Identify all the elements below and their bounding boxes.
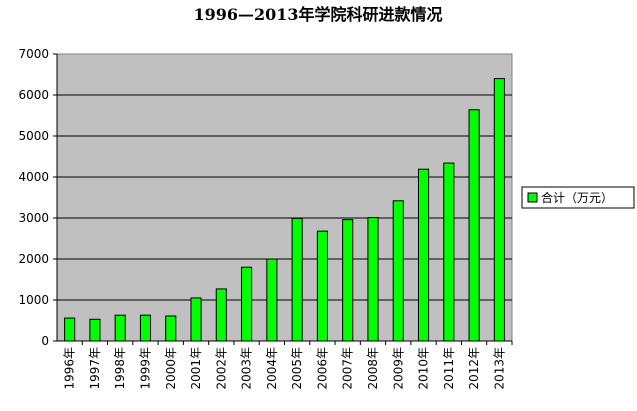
x-tick-label: 2013年 (492, 347, 506, 390)
x-tick-label: 2009年 (391, 347, 405, 390)
x-tick-label: 2002年 (214, 347, 228, 390)
x-tick-label: 2011年 (442, 347, 456, 390)
bar (392, 200, 404, 342)
bar (139, 314, 152, 342)
y-tick-label: 2000 (18, 252, 49, 266)
x-tick-label: 2012年 (467, 347, 481, 390)
y-tick-label: 1000 (18, 293, 49, 307)
x-tick-label: 2008年 (366, 347, 380, 390)
bar (165, 315, 177, 342)
x-tick-label: 2006年 (315, 347, 329, 390)
bar (89, 318, 101, 342)
bar (417, 168, 430, 342)
bar (342, 219, 354, 342)
legend-swatch (527, 192, 538, 203)
chart-title: 1996—2013年学院科研进款情况 (193, 5, 442, 24)
y-tick-label: 6000 (18, 88, 49, 102)
legend-box (521, 186, 635, 209)
x-tick-label: 2004年 (265, 347, 279, 390)
plot-area (56, 53, 513, 342)
bar (468, 109, 480, 342)
x-tick-label: 2000年 (164, 347, 178, 390)
bar (493, 78, 505, 342)
x-tick-label: 1997年 (88, 347, 102, 390)
bar (64, 317, 76, 342)
y-tick-label: 5000 (18, 129, 49, 143)
x-tick-label: 1996年 (63, 347, 77, 390)
y-tick-label: 7000 (18, 47, 49, 61)
y-tick-label: 0 (41, 334, 49, 348)
x-tick-label: 2007年 (341, 347, 355, 390)
bar (367, 217, 379, 342)
y-tick-label: 3000 (18, 211, 49, 225)
x-tick-label: 2001年 (189, 347, 203, 390)
x-tick-label: 2005年 (290, 347, 304, 390)
gridlines (57, 94, 512, 301)
legend: 合计（万元） (521, 186, 635, 209)
x-tick-label: 2003年 (240, 347, 254, 390)
bar (114, 314, 126, 342)
y-tick-label: 4000 (18, 170, 49, 184)
bar (190, 297, 202, 342)
x-tick-label: 1999年 (138, 347, 152, 390)
bar (291, 217, 303, 342)
bar (443, 162, 455, 342)
bar (266, 258, 278, 342)
y-axis-ticks: 0 1000 2000 3000 4000 5000 6000 7000 (18, 47, 512, 348)
bar (241, 266, 253, 342)
bar (215, 288, 227, 342)
x-tick-label: 2010年 (417, 347, 431, 390)
bar (316, 230, 328, 342)
x-axis-ticks: 1996年 1997年 1998年 1999年 2000年 2001年 2002年 2003年… (63, 341, 513, 390)
bars (64, 78, 505, 342)
legend-label: 合计（万元） (541, 190, 613, 205)
x-tick-label: 1998年 (113, 347, 127, 390)
